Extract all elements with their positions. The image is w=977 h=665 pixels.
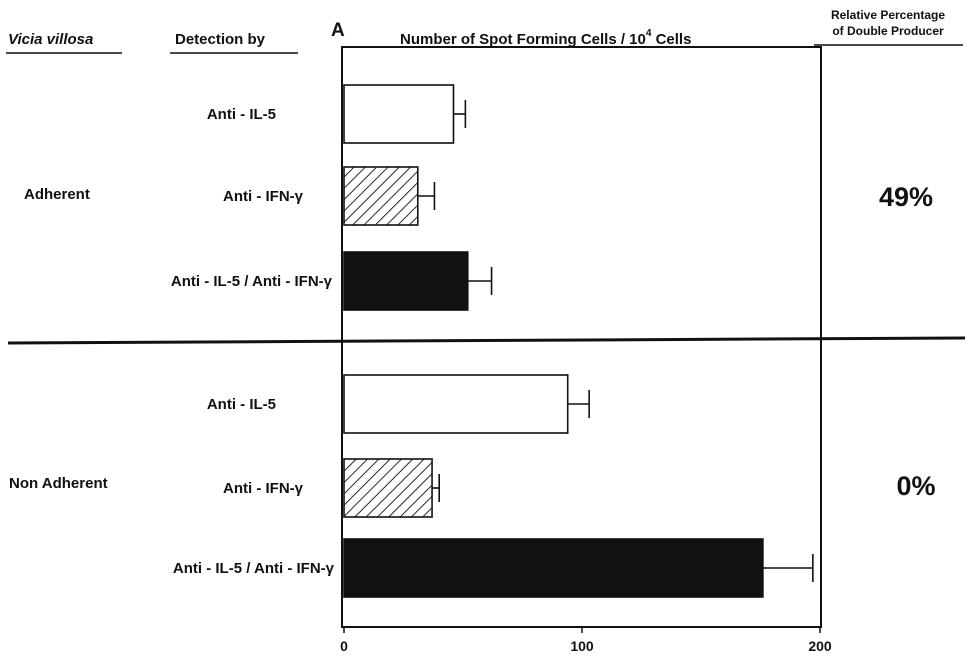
bar-label: Anti - IFN-γ (223, 480, 304, 497)
bars-layer: Anti - IL-5 Anti - IFN-γ Anti - IL-5 / Ant… (171, 84, 814, 598)
panel-label: A (331, 20, 345, 41)
bar (343, 166, 419, 226)
relative-percentage-adherent: 49% (879, 182, 933, 212)
bar (343, 251, 469, 311)
group-label-non-adherent: Non Adherent (9, 475, 108, 492)
x-tick-label: 200 (808, 638, 832, 654)
x-axis-ticks: 0 100 200 (340, 627, 832, 654)
axis-title-tail: Cells (651, 31, 691, 48)
x-tick-label: 100 (570, 638, 594, 654)
bar-label: Anti - IL-5 / Anti - IFN-γ (171, 273, 333, 290)
axis-title-exponent: 4 (646, 28, 652, 39)
bar-row: Anti - IL-5 / Anti - IFN-γ (171, 251, 493, 311)
group-column-header: Vicia villosa (8, 31, 93, 48)
bar (343, 458, 433, 518)
axis-title: Number of Spot Forming Cells / 104 Cells (400, 28, 691, 48)
bar (343, 538, 764, 598)
detection-column-header: Detection by (175, 31, 266, 48)
bar (343, 84, 455, 144)
relative-header-line2: of Double Producer (832, 24, 944, 38)
bar-label: Anti - IL-5 (207, 396, 276, 413)
bar-row: Anti - IL-5 / Anti - IFN-γ (173, 538, 814, 598)
bar-row: Anti - IFN-γ (223, 166, 436, 226)
bar-row: Anti - IFN-γ (223, 458, 441, 518)
bar (343, 374, 569, 434)
x-tick-label: 0 (340, 638, 348, 654)
bar-label: Anti - IFN-γ (223, 188, 304, 205)
bar-row: Anti - IL-5 (207, 374, 590, 434)
relative-header-line1: Relative Percentage (831, 8, 945, 22)
axis-title-main: Number of Spot Forming Cells / 10 (400, 31, 646, 48)
group-label-adherent: Adherent (24, 186, 90, 203)
group-separator-line (7, 336, 966, 345)
bar-label: Anti - IL-5 / Anti - IFN-γ (173, 560, 335, 577)
bar-label: Anti - IL-5 (207, 106, 276, 123)
relative-percentage-non-adherent: 0% (896, 471, 935, 501)
bar-row: Anti - IL-5 (207, 84, 467, 144)
